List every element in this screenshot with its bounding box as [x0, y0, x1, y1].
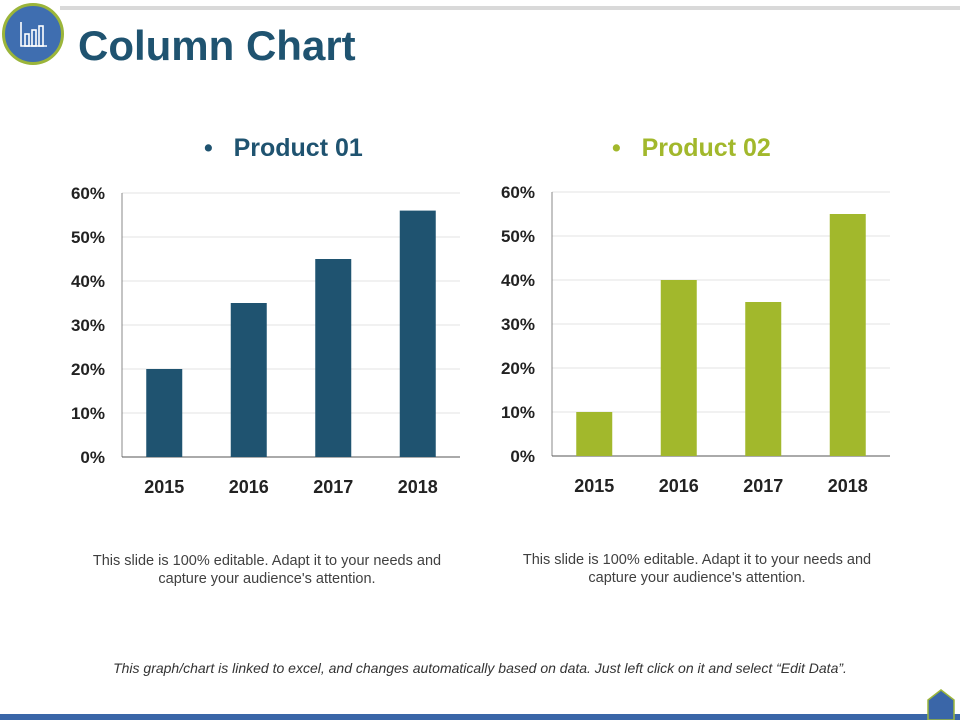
y-tick-label: 50% [71, 228, 105, 247]
x-tick-label: 2017 [313, 477, 353, 497]
y-tick-label: 40% [71, 272, 105, 291]
x-tick-label: 2017 [743, 476, 783, 496]
bottom-bar [0, 714, 960, 720]
x-tick-label: 2018 [828, 476, 868, 496]
description-1: This slide is 100% editable. Adapt it to… [92, 553, 442, 587]
bar-2016 [230, 303, 267, 457]
top-divider [60, 6, 960, 10]
bar-2018 [399, 210, 436, 457]
y-tick-label: 10% [501, 403, 535, 422]
chart-title-text: Product 02 [641, 134, 771, 162]
bar-2016 [660, 280, 697, 456]
y-tick-label: 10% [71, 404, 105, 423]
chart-title-product-01: • Product 01 [204, 134, 363, 162]
bar-2017 [745, 302, 782, 456]
x-tick-label: 2015 [144, 477, 184, 497]
bar-2017 [315, 259, 352, 457]
x-tick-label: 2018 [398, 477, 438, 497]
y-tick-label: 30% [501, 315, 535, 334]
y-tick-label: 20% [501, 359, 535, 378]
x-tick-label: 2016 [659, 476, 699, 496]
bar-2018 [829, 214, 866, 456]
bar-chart-icon [2, 3, 64, 65]
y-tick-label: 0% [510, 447, 535, 466]
y-tick-label: 60% [71, 184, 105, 203]
chart-title-text: Product 01 [233, 134, 363, 162]
chart-title-product-02: • Product 02 [612, 134, 771, 162]
home-icon[interactable] [926, 688, 956, 720]
y-tick-label: 40% [501, 271, 535, 290]
y-tick-label: 20% [71, 360, 105, 379]
page-title: Column Chart [78, 22, 356, 69]
description-2: This slide is 100% editable. Adapt it to… [522, 552, 872, 586]
y-tick-label: 0% [80, 448, 105, 467]
y-tick-label: 60% [501, 183, 535, 202]
bar-2015 [576, 412, 613, 456]
footer-note: This graph/chart is linked to excel, and… [113, 660, 847, 676]
x-tick-label: 2016 [229, 477, 269, 497]
y-tick-label: 30% [71, 316, 105, 335]
bar-2015 [146, 369, 183, 457]
x-tick-label: 2015 [574, 476, 614, 496]
y-tick-label: 50% [501, 227, 535, 246]
